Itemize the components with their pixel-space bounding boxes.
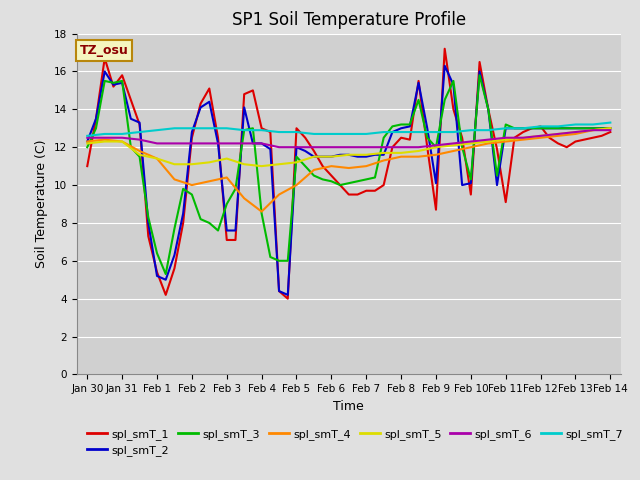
Text: TZ_osu: TZ_osu	[79, 44, 128, 57]
X-axis label: Time: Time	[333, 400, 364, 413]
Y-axis label: Soil Temperature (C): Soil Temperature (C)	[35, 140, 48, 268]
Title: SP1 Soil Temperature Profile: SP1 Soil Temperature Profile	[232, 11, 466, 29]
Legend: spl_smT_1, spl_smT_2, spl_smT_3, spl_smT_4, spl_smT_5, spl_smT_6, spl_smT_7: spl_smT_1, spl_smT_2, spl_smT_3, spl_smT…	[83, 424, 628, 460]
